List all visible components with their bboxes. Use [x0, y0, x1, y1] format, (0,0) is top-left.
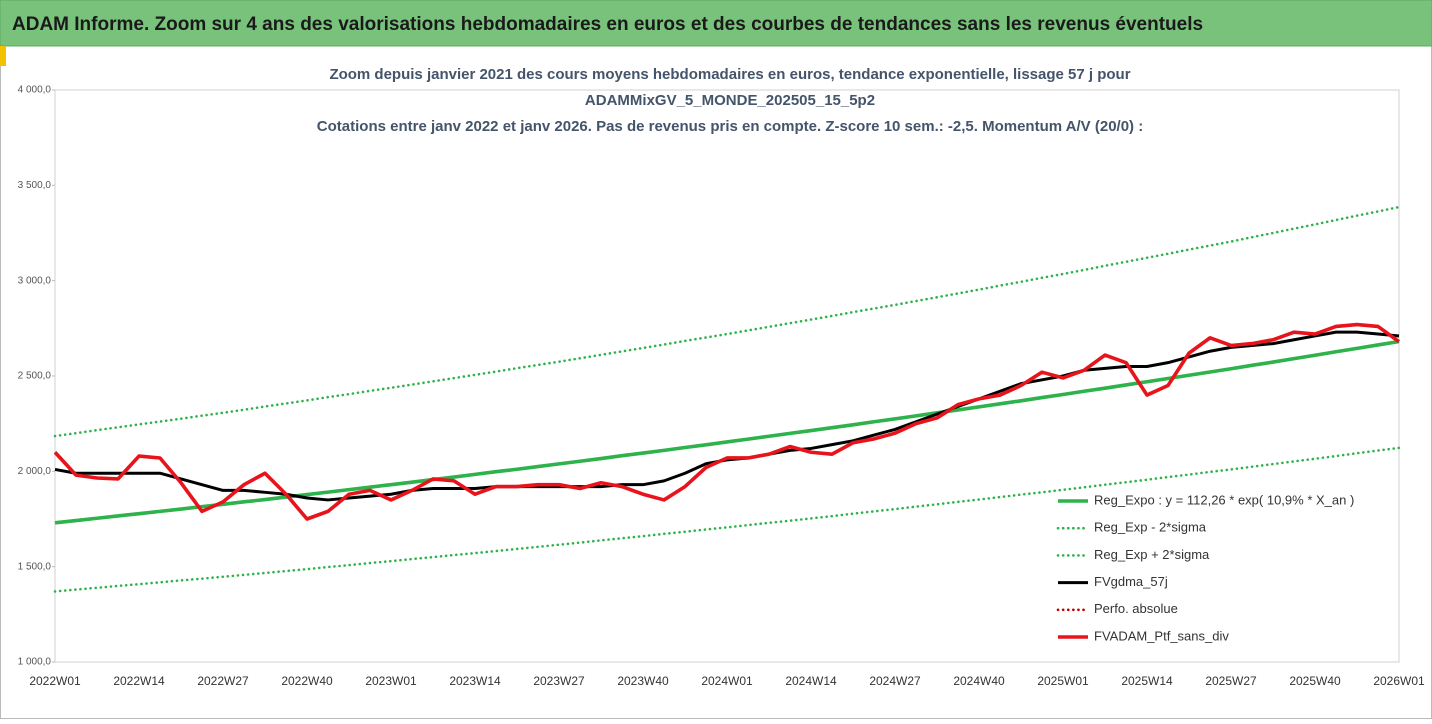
x-tick-label: 2025W27	[1205, 674, 1257, 688]
x-tick-label: 2024W40	[953, 674, 1005, 688]
x-tick-label: 2025W14	[1121, 674, 1173, 688]
x-tick-label: 2022W01	[29, 674, 81, 688]
x-tick-label: 2024W27	[869, 674, 921, 688]
y-tick-label: 1 500,0	[18, 561, 52, 572]
legend-label: FVgdma_57j	[1094, 574, 1168, 589]
accent	[0, 46, 6, 66]
y-tick-label: 2 500,0	[18, 371, 52, 382]
x-tick-label: 2023W14	[449, 674, 501, 688]
y-tick-label: 2 000,0	[18, 466, 52, 477]
x-tick-label: 2024W14	[785, 674, 837, 688]
legend-label: Reg_Expo : y = 112,26 * exp( 10,9% * X_a…	[1094, 492, 1354, 507]
y-tick-label: 3 500,0	[18, 180, 52, 191]
y-tick-label: 1 000,0	[18, 657, 52, 668]
x-tick-label: 2026W01	[1373, 674, 1425, 688]
x-tick-label: 2022W27	[197, 674, 249, 688]
legend-label: Perfo. absolue	[1094, 601, 1178, 616]
y-tick-label: 3 000,0	[18, 275, 52, 286]
chart-title: Cotations entre janv 2022 et janv 2026. …	[317, 118, 1143, 135]
y-tick-label: 4 000,0	[18, 85, 52, 96]
legend-label: Reg_Exp + 2*sigma	[1094, 547, 1210, 562]
series-line	[53, 322, 1401, 521]
x-tick-label: 2022W14	[113, 674, 165, 688]
x-tick-label: 2025W40	[1289, 674, 1341, 688]
legend-label: FVADAM_Ptf_sans_div	[1094, 628, 1229, 643]
x-tick-label: 2023W27	[533, 674, 585, 688]
x-tick-label: 2023W01	[365, 674, 417, 688]
x-tick-label: 2023W40	[617, 674, 669, 688]
series-line	[53, 446, 1401, 593]
x-tick-label: 2025W01	[1037, 674, 1089, 688]
header-bar	[0, 0, 1432, 47]
header-title: ADAM Informe. Zoom sur 4 ans des valoris…	[12, 14, 1203, 35]
x-tick-label: 2024W01	[701, 674, 753, 688]
chart-title: ADAMMixGV_5_MONDE_202505_15_5p2	[585, 92, 875, 109]
x-tick-label: 2022W40	[281, 674, 333, 688]
chart-title: Zoom depuis janvier 2021 des cours moyen…	[329, 66, 1130, 83]
legend-label: Reg_Exp - 2*sigma	[1094, 520, 1207, 535]
